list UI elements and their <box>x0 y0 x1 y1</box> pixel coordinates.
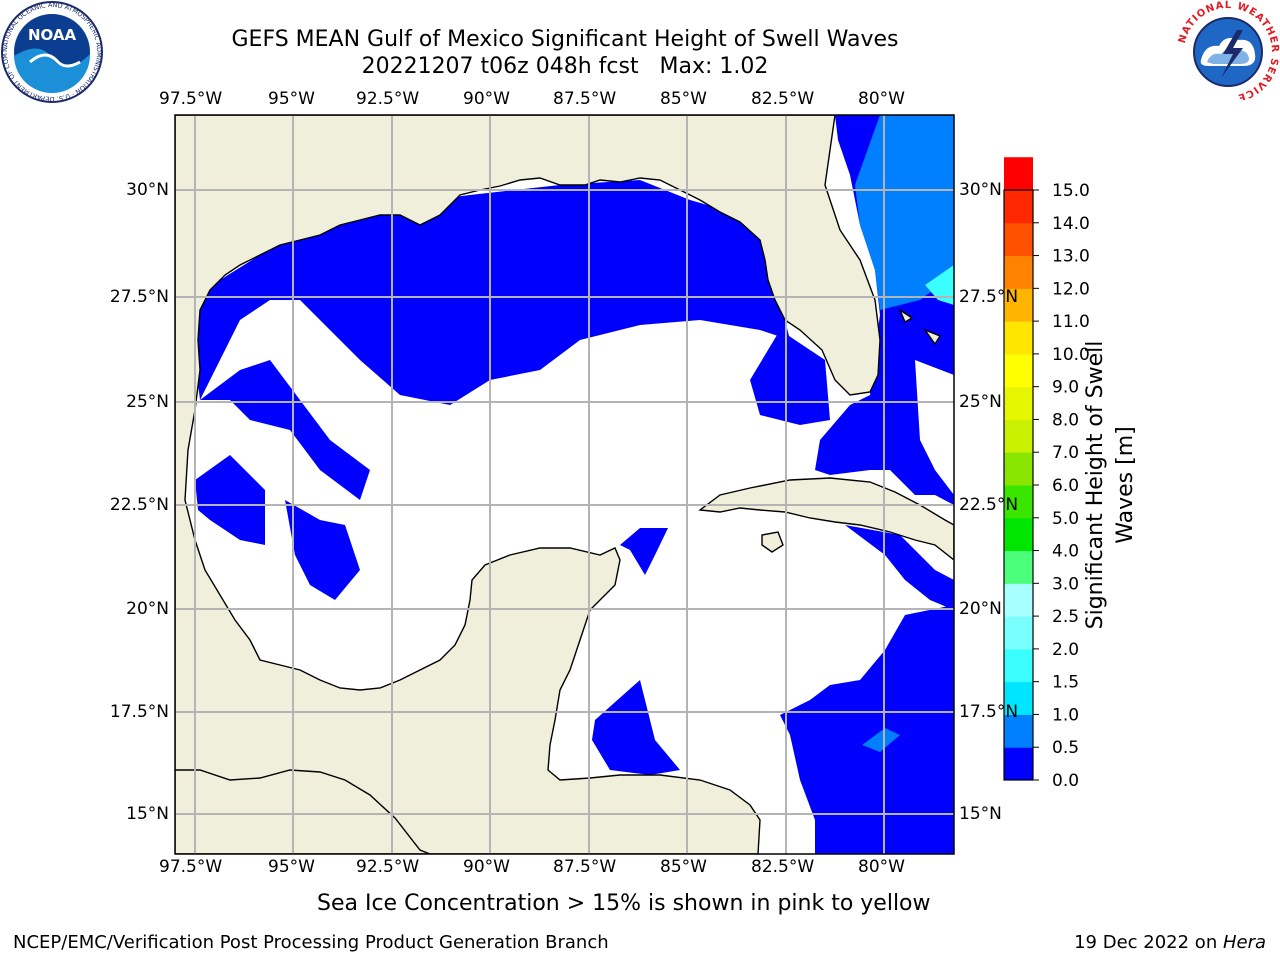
colorbar-tick-label: 6.0 <box>1052 476 1079 496</box>
colorbar-tick-label: 4.0 <box>1052 542 1079 562</box>
lon-tick-top: 80°W <box>858 89 905 109</box>
colorbar-segment <box>1004 255 1033 289</box>
colorbar-tick-label: 7.0 <box>1052 443 1079 463</box>
colorbar-tick-label: 14.0 <box>1052 214 1090 234</box>
colorbar-segment <box>1004 386 1033 420</box>
colorbar-label: Significant Height of Swell Waves [m] <box>1083 340 1138 630</box>
lat-tick-left: 27.5°N <box>109 287 169 307</box>
noaa-logo: NATIONAL OCEANIC AND ATMOSPHERIC ADMINIS… <box>0 0 103 103</box>
map-frame <box>174 114 955 855</box>
colorbar-segment <box>1004 616 1033 650</box>
colorbar-tick-label: 5.0 <box>1052 509 1079 529</box>
colorbar-tick-label: 1.5 <box>1052 673 1079 693</box>
sea-ice-caption-text: Sea Ice Concentration > 15% is shown in … <box>317 891 931 916</box>
chart-subtitle: 20221207 t06z 048h fcst Max: 1.02 <box>361 54 769 79</box>
lon-tick-bottom: 92.5°W <box>356 857 420 877</box>
lon-tick-top: 97.5°W <box>159 89 223 109</box>
footer-machine: Hera <box>1222 932 1266 953</box>
colorbar-segment <box>1004 485 1033 519</box>
lon-tick-bottom: 95°W <box>268 857 315 877</box>
lat-tick-right: 30°N <box>959 180 1002 200</box>
lon-tick-bottom: 90°W <box>463 857 510 877</box>
lon-tick-bottom: 97.5°W <box>159 857 223 877</box>
colorbar-segment <box>1004 288 1033 322</box>
colorbar-segment <box>1004 419 1033 453</box>
colorbar-segment <box>1004 714 1033 748</box>
lon-tick-top: 90°W <box>463 89 510 109</box>
lat-tick-left: 17.5°N <box>109 702 169 722</box>
colorbar: 0.0 0.5 1.0 1.5 2.0 2.5 3.0 4.0 5.0 6.0 7.0 8.0 9.0 1… <box>1003 157 1090 791</box>
colorbar-segment <box>1004 681 1033 715</box>
lat-tick-right: 17.5°N <box>959 702 1019 722</box>
gridlines <box>175 115 954 854</box>
lat-tick-left: 22.5°N <box>109 495 169 515</box>
colorbar-segment <box>1004 583 1033 617</box>
colorbar-segment <box>1004 353 1033 388</box>
colorbar-segment <box>1004 648 1033 683</box>
colorbar-tick-label: 15.0 <box>1052 181 1090 201</box>
lat-tick-right: 20°N <box>959 599 1002 619</box>
footer-date: 19 Dec 2022 on Hera <box>1074 932 1266 954</box>
colorbar-tick-label: 13.0 <box>1052 247 1090 267</box>
chart-title: GEFS MEAN Gulf of Mexico Significant Hei… <box>231 27 899 52</box>
lat-tick-left: 25°N <box>126 392 169 412</box>
lat-tick-right: 15°N <box>959 804 1002 824</box>
nws-logo: NATIONAL WEATHER SERVICE <box>1177 0 1279 100</box>
colorbar-segment <box>1004 517 1033 552</box>
lon-tick-bottom: 85°W <box>660 857 707 877</box>
lon-tick-top: 85°W <box>660 89 707 109</box>
colorbar-tick-label: 0.0 <box>1052 771 1079 791</box>
colorbar-tick-label: 10.0 <box>1052 345 1090 365</box>
lat-tick-left: 30°N <box>126 180 169 200</box>
lon-tick-top: 95°W <box>268 89 315 109</box>
lat-tick-left: 20°N <box>126 599 169 619</box>
colorbar-tick-label: 3.0 <box>1052 574 1079 594</box>
lon-tick-bottom: 80°W <box>858 857 905 877</box>
colorbar-segment <box>1004 321 1033 355</box>
colorbar-segment <box>1004 190 1033 224</box>
colorbar-segment <box>1004 452 1033 486</box>
colorbar-tick-label: 11.0 <box>1052 312 1090 332</box>
colorbar-segment <box>1004 747 1033 781</box>
colorbar-tick-label: 2.5 <box>1052 607 1079 627</box>
lat-tick-right: 27.5°N <box>959 287 1019 307</box>
lat-tick-right: 25°N <box>959 392 1002 412</box>
noaa-logo-text: NOAA <box>28 26 77 44</box>
lon-tick-top: 82.5°W <box>751 89 815 109</box>
lat-tick-right: 22.5°N <box>959 495 1019 515</box>
lat-tick-left: 15°N <box>126 804 169 824</box>
lon-tick-top: 87.5°W <box>553 89 617 109</box>
colorbar-tick-label: 2.0 <box>1052 640 1079 660</box>
colorbar-tick-label: 0.5 <box>1052 738 1079 758</box>
footer-credit: NCEP/EMC/Verification Post Processing Pr… <box>13 932 609 953</box>
colorbar-tick-label: 1.0 <box>1052 705 1079 725</box>
colorbar-segment <box>1004 157 1033 191</box>
colorbar-tick-label: 9.0 <box>1052 378 1079 398</box>
colorbar-segment <box>1004 550 1033 584</box>
colorbar-tick-label: 12.0 <box>1052 279 1090 299</box>
lon-tick-bottom: 87.5°W <box>553 857 617 877</box>
lon-tick-bottom: 82.5°W <box>751 857 815 877</box>
colorbar-segment <box>1004 222 1033 257</box>
footer-date-text: 19 Dec 2022 on <box>1074 932 1223 953</box>
lon-tick-top: 92.5°W <box>356 89 420 109</box>
colorbar-tick-label: 8.0 <box>1052 410 1079 430</box>
